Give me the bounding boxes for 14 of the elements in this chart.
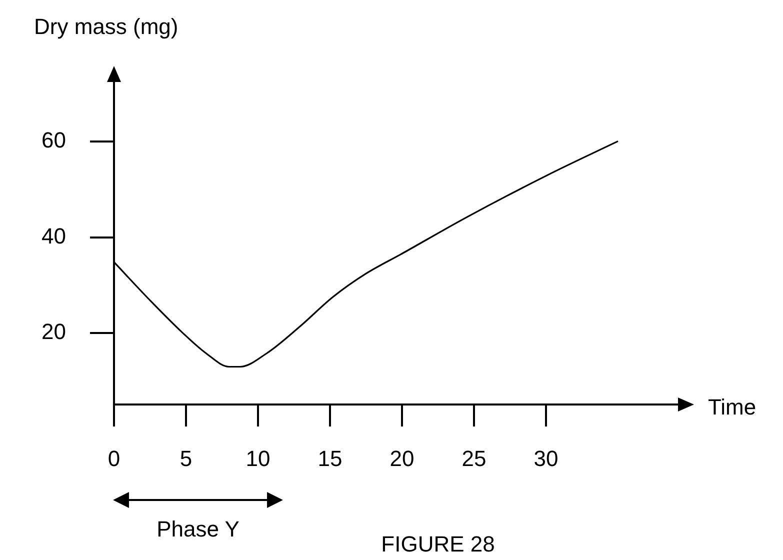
y-tick-label: 40 [42, 223, 66, 248]
text: Phase Y [156, 516, 240, 542]
y-tick-label: 20 [42, 318, 66, 344]
x-axis-title: Time [708, 394, 756, 420]
y-axis-title: Dry mass (mg) [34, 14, 178, 40]
x-tick-label: 25 [462, 446, 486, 471]
caption: FIGURE 28 [381, 532, 495, 557]
x-tick-label: 0 [108, 446, 120, 471]
x-tick-label: 10 [246, 446, 270, 471]
x-tick-label: 15 [318, 446, 342, 471]
x-tick-label: 30 [534, 446, 558, 471]
x-tick-label: 20 [390, 446, 414, 471]
x-tick-label: 5 [180, 446, 192, 471]
y-tick-label: 60 [42, 128, 66, 153]
